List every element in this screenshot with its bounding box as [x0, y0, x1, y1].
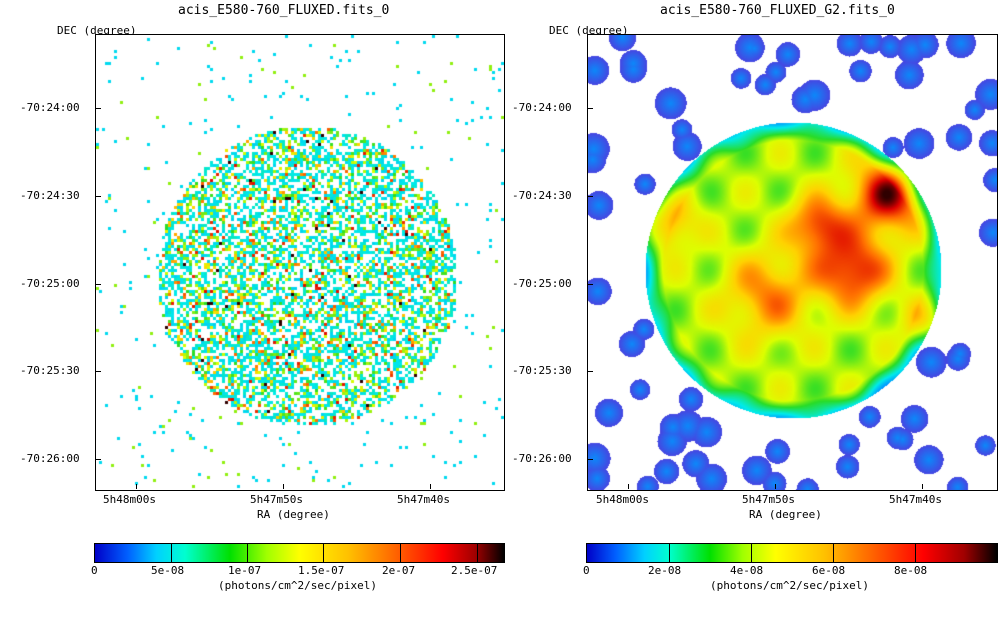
left-image-frame[interactable] — [95, 34, 505, 491]
right-y-tick-label: -70:24:30 — [512, 189, 572, 202]
left-y-tick-mark — [96, 196, 101, 197]
left-x-tick-label: 5h48m00s — [103, 493, 156, 506]
left-x-tick-label: 5h47m40s — [397, 493, 450, 506]
right-y-tick-mark — [588, 371, 593, 372]
left-y-tick-label: -70:26:00 — [20, 452, 80, 465]
left-y-tick-mark — [96, 284, 101, 285]
right-x-tick-mark — [775, 484, 776, 489]
left-y-tick-label: -70:24:00 — [20, 101, 80, 114]
right-x-axis-label: RA (degree) — [749, 508, 822, 521]
right-x-tick-mark — [628, 484, 629, 489]
left-colorbar-tick — [477, 544, 478, 562]
right-colorbar-tick — [915, 544, 916, 562]
right-y-tick-label: -70:25:30 — [512, 364, 572, 377]
right-colorbar-tick-label: 2e-08 — [648, 564, 682, 577]
left-y-tick-label: -70:25:30 — [20, 364, 80, 377]
right-colorbar-tick — [751, 544, 752, 562]
right-y-tick-mark — [588, 108, 593, 109]
left-y-tick-label: -70:24:30 — [20, 189, 80, 202]
left-x-tick-mark — [283, 484, 284, 489]
right-y-tick-mark — [588, 196, 593, 197]
left-x-axis-label: RA (degree) — [257, 508, 330, 521]
left-x-tick-mark — [136, 484, 137, 489]
left-colorbar-tick — [247, 544, 248, 562]
right-image-frame[interactable] — [587, 34, 998, 491]
left-y-tick-label: -70:25:00 — [20, 277, 80, 290]
right-colorbar-tick-label: 8e-08 — [894, 564, 928, 577]
left-x-tick-mark — [430, 484, 431, 489]
left-y-tick-mark — [96, 108, 101, 109]
left-colorbar-tick — [323, 544, 324, 562]
left-colorbar — [94, 543, 505, 563]
left-colorbar-tick — [400, 544, 401, 562]
right-colorbar-tick-label: 4e-08 — [730, 564, 764, 577]
right-colorbar-tick-label: 0 — [583, 564, 590, 577]
left-x-tick-label: 5h47m50s — [250, 493, 303, 506]
right-colorbar — [586, 543, 998, 563]
left-colorbar-tick-label: 2.5e-07 — [451, 564, 498, 577]
left-colorbar-tick-label: 5e-08 — [151, 564, 185, 577]
right-x-tick-label: 5h48m00s — [596, 493, 649, 506]
left-y-tick-mark — [96, 459, 101, 460]
right-y-tick-mark — [588, 284, 593, 285]
left-colorbar-tick-label: 2e-07 — [382, 564, 416, 577]
left-colorbar-tick-label: 0 — [91, 564, 98, 577]
right-x-tick-label: 5h47m50s — [742, 493, 795, 506]
right-y-axis-label: DEC (degree) — [549, 24, 629, 37]
right-y-tick-label: -70:24:00 — [512, 101, 572, 114]
right-colorbar-unit: (photons/cm^2/sec/pixel) — [710, 579, 869, 592]
right-x-tick-mark — [922, 484, 923, 489]
right-colorbar-tick — [669, 544, 670, 562]
left-colorbar-tick — [171, 544, 172, 562]
right-image-canvas — [588, 35, 997, 490]
left-image-canvas — [96, 35, 504, 490]
left-panel-title: acis_E580-760_FLUXED.fits_0 — [178, 3, 390, 18]
right-x-tick-label: 5h47m40s — [889, 493, 942, 506]
right-panel-title: acis_E580-760_FLUXED_G2.fits_0 — [660, 3, 895, 18]
right-y-tick-mark — [588, 459, 593, 460]
left-y-tick-mark — [96, 371, 101, 372]
left-colorbar-unit: (photons/cm^2/sec/pixel) — [218, 579, 377, 592]
left-y-axis-label: DEC (degree) — [57, 24, 137, 37]
left-colorbar-tick-label: 1.5e-07 — [298, 564, 345, 577]
left-colorbar-tick-label: 1e-07 — [228, 564, 262, 577]
right-colorbar-tick — [833, 544, 834, 562]
right-colorbar-tick-label: 6e-08 — [812, 564, 846, 577]
right-y-tick-label: -70:25:00 — [512, 277, 572, 290]
right-y-tick-label: -70:26:00 — [512, 452, 572, 465]
